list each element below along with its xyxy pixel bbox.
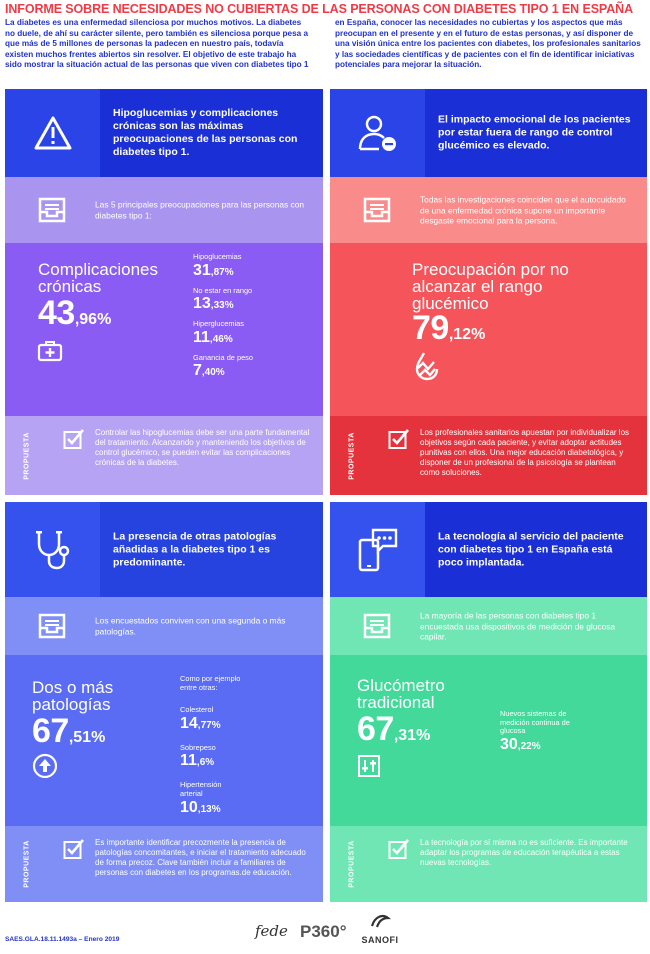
main-stat-label: Glucómetro tradicional [357, 676, 445, 712]
checkbox-icon [63, 429, 84, 449]
panel-subtitle-band: La mayoría de las personas con diabetes … [330, 597, 647, 655]
main-stat-value: 67,31% [357, 710, 431, 748]
user-minus-icon [358, 115, 396, 151]
icon-box [330, 89, 425, 177]
secondary-stats: Nuevos sistemas de medición continua de … [500, 709, 625, 761]
inbox-tray-icon [38, 613, 66, 639]
main-stat-value: 43,96% [38, 294, 112, 332]
sanofi-bird-icon [370, 915, 392, 928]
icon-box [5, 502, 100, 597]
panel-impacto-emocional: El impacto emocional de los pacientes po… [330, 89, 647, 495]
stethoscope-icon [35, 530, 69, 569]
proposal-label: PROPUESTA [23, 431, 31, 480]
proposal-text: Los profesionales sanitarios apuestan po… [420, 428, 630, 477]
stat-item: No estar en rango 13,33% [193, 285, 253, 313]
panel-proposal: PROPUESTA Controlar las hipoglucemias de… [5, 416, 323, 495]
page-title: INFORME SOBRE NECESIDADES NO CUBIERTAS D… [5, 2, 634, 16]
glucometer-icon [358, 755, 380, 777]
inbox-tray-icon [363, 613, 391, 639]
stat-item: Ganancia de peso 7,40% [193, 352, 253, 380]
panel-stats: Dos o más patologías 67,51% Como por eje… [5, 655, 323, 826]
checkbox-icon [388, 429, 409, 449]
panel-heading: El impacto emocional de los pacientes po… [438, 113, 631, 152]
panel-hipoglucemias: Hipoglucemias y complicaciones crónicas … [5, 89, 323, 495]
icon-box [330, 502, 425, 597]
glucose-drop-icon [415, 352, 439, 381]
panel-subtitle: La mayoría de las personas con diabetes … [420, 610, 616, 642]
panel-subtitle-band: Todas las investigaciones coinciden que … [330, 177, 647, 243]
stat-item: Hipertensión arterial 10,13% [180, 780, 222, 816]
stat-item: Nuevos sistemas de medición continua de … [500, 709, 570, 753]
secondary-stats: Hipoglucemias 31,87% No estar en rango 1… [193, 252, 318, 387]
proposal-text: Controlar las hipoglucemias debe ser una… [95, 428, 310, 467]
panel-subtitle: Los encuestados conviven con una segunda… [95, 615, 286, 637]
main-stat-value: 79,12% [412, 309, 486, 347]
panel-subtitle: Todas las investigaciones coinciden que … [420, 194, 626, 226]
panel-heading: La tecnología al servicio del paciente c… [438, 530, 624, 568]
panel-proposal: PROPUESTA Los profesionales sanitarios a… [330, 416, 647, 495]
panel-heading: Hipoglucemias y complicaciones crónicas … [113, 107, 298, 158]
panel-stats: Glucómetro tradicional 67,31% Nuevos sis… [330, 655, 647, 826]
fede-logo: fede [255, 922, 288, 940]
intro-right: en España, conocer las necesidades no cu… [335, 18, 641, 70]
inbox-tray-icon [363, 197, 391, 223]
stat-item: Hiperglucemias 11,46% [193, 319, 244, 346]
proposal-label: PROPUESTA [23, 840, 31, 888]
panel-stats: Complicaciones crónicas 43,96% Hipogluce… [5, 243, 323, 416]
checkbox-icon [63, 839, 84, 859]
inbox-tray-icon [38, 197, 66, 223]
arrow-up-circle-icon [32, 753, 58, 779]
stat-item: Colesterol 14,77% [180, 705, 221, 732]
secondary-stats: Como por ejemplo entre otras: Colesterol… [180, 674, 305, 824]
proposal-text: Es importante identificar precozmente la… [95, 838, 306, 877]
intro-left: La diabetes es una enfermedad silenciosa… [5, 18, 309, 70]
stats-intro: Como por ejemplo entre otras: [180, 674, 241, 692]
p360-logo: P360° [300, 922, 347, 941]
icon-box [5, 89, 100, 177]
main-stat-label: Preocupación por no alcanzar el rango gl… [412, 260, 569, 313]
checkbox-icon [388, 839, 409, 859]
panel-header: La presencia de otras patologías añadida… [5, 502, 323, 597]
proposal-text: La tecnología por sí misma no es suficie… [420, 838, 628, 867]
main-stat-value: 67,51% [32, 712, 106, 750]
main-stat-label: Complicaciones crónicas [38, 260, 158, 296]
panel-header: Hipoglucemias y complicaciones crónicas … [5, 89, 323, 177]
panel-subtitle-band: Los encuestados conviven con una segunda… [5, 597, 323, 655]
panel-tecnologia: La tecnología al servicio del paciente c… [330, 502, 647, 902]
panel-heading: La presencia de otras patologías añadida… [113, 530, 277, 568]
sanofi-logo: SANOFI [360, 912, 400, 945]
panel-proposal: PROPUESTA La tecnología por sí misma no … [330, 826, 647, 902]
panel-patologias: La presencia de otras patologías añadida… [5, 502, 323, 902]
warning-icon [34, 116, 71, 150]
stat-item: Sobrepeso 11,6% [180, 742, 216, 770]
main-stat-label: Dos o más patologías [32, 678, 114, 714]
stat-item: Hipoglucemias 31,87% [193, 252, 242, 279]
document-code: SAES.GLA.18.11.1493a – Enero 2019 [5, 936, 120, 943]
panel-proposal: PROPUESTA Es importante identificar prec… [5, 826, 323, 902]
panel-header: La tecnología al servicio del paciente c… [330, 502, 647, 597]
panel-subtitle: Las 5 principales preocupaciones para la… [95, 199, 305, 221]
panel-subtitle-band: Las 5 principales preocupaciones para la… [5, 177, 323, 243]
proposal-label: PROPUESTA [348, 431, 356, 480]
panel-stats: Preocupación por no alcanzar el rango gl… [330, 243, 647, 416]
panel-header: El impacto emocional de los pacientes po… [330, 89, 647, 177]
proposal-label: PROPUESTA [348, 840, 356, 888]
phone-chat-icon [358, 528, 397, 571]
medical-kit-icon [37, 341, 63, 362]
